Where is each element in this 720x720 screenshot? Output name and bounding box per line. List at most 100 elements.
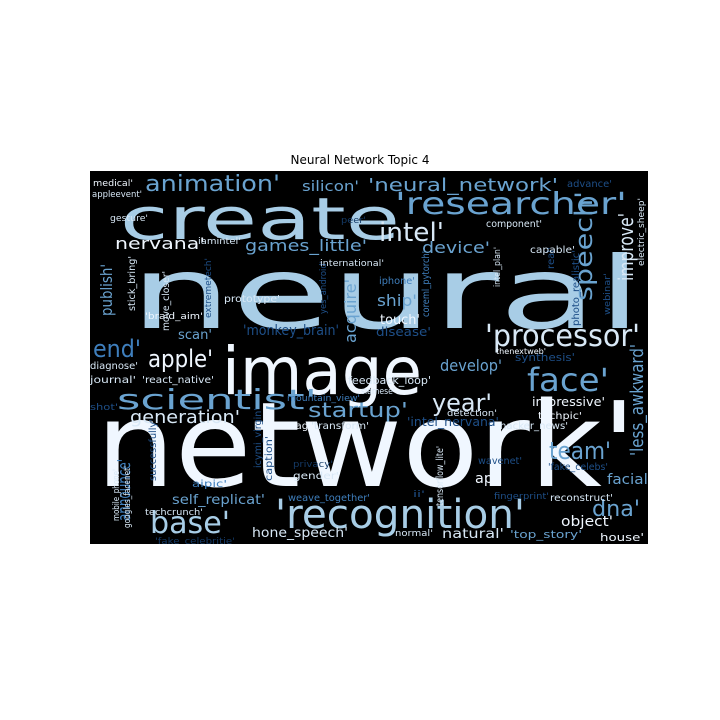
- word-65: successfully': [148, 419, 159, 481]
- word-15: startup': [308, 398, 408, 422]
- word-9: animation': [145, 172, 280, 197]
- word-60: gender': [293, 471, 339, 482]
- word-88: advance': [567, 179, 612, 190]
- word-56: normal': [395, 529, 433, 539]
- word-17: end': [93, 335, 141, 363]
- word-32: announce': [114, 459, 135, 521]
- word-25: device': [422, 238, 490, 257]
- word-71: journal': [90, 375, 136, 386]
- word-73: 'react_native': [142, 375, 214, 386]
- word-76: stick_bring': [127, 256, 138, 311]
- word-63: icymi_virgin': [253, 408, 264, 468]
- word-13: improve': [614, 213, 638, 281]
- word-66: googles_facenet': [123, 466, 133, 528]
- word-58: ii': [413, 490, 425, 500]
- word-57: tensorflow_lite': [435, 446, 446, 506]
- word-19: generation': [130, 407, 240, 428]
- word-87: electric_sheep': [637, 198, 647, 266]
- word-cloud: network' neural image create'researcher' 're…: [90, 171, 648, 544]
- word-81: iphone': [379, 276, 415, 287]
- word-38: facial': [607, 472, 648, 488]
- word-31: 'monkey_brain': [243, 323, 339, 339]
- word-30: silicon': [302, 179, 359, 195]
- word-1: neural: [130, 235, 642, 352]
- word-49: hacker_news': [500, 421, 568, 432]
- word-20: 'less_awkward': [627, 344, 648, 456]
- word-69: 'fake_celebritie': [155, 537, 235, 544]
- word-47: 'transform': [311, 421, 369, 432]
- word-75: move_closer': [161, 271, 172, 331]
- word-24: nervana': [115, 234, 205, 253]
- word-93: iamintel': [198, 237, 241, 247]
- word-23: games_little': [245, 236, 367, 256]
- word-79: yes_android': [319, 261, 329, 314]
- word-34: hone_speech': [252, 526, 348, 541]
- word-70: shot': [90, 403, 118, 413]
- word-45: synthesis': [515, 351, 575, 364]
- word-62: caption': [264, 436, 275, 481]
- word-11: intel': [379, 218, 444, 248]
- word-29: ship': [377, 291, 417, 310]
- word-54: reconstruct': [550, 493, 613, 504]
- word-92: peer': [341, 216, 366, 226]
- word-51: 'fake_celebs': [548, 462, 608, 473]
- word-44: feedback_loop': [348, 374, 431, 387]
- word-74: 'braid_aim': [145, 312, 203, 322]
- word-52: 'top_story': [510, 528, 582, 541]
- word-36: object': [561, 514, 613, 530]
- word-41: scan': [178, 328, 212, 343]
- word-16: apple': [148, 345, 213, 373]
- word-0: network': [96, 376, 636, 514]
- word-26: publish': [97, 264, 116, 316]
- word-12: speech': [570, 191, 598, 301]
- word-80: mountain_view': [287, 394, 360, 404]
- word-89: component': [486, 219, 542, 230]
- word-10: base': [150, 506, 230, 541]
- word-6: 'processor': [485, 319, 640, 354]
- word-48: techpic': [538, 411, 582, 422]
- word-97: thenextweb': [496, 347, 546, 356]
- word-86: webinar': [603, 273, 613, 315]
- word-82: coreml_pytorch': [421, 251, 432, 317]
- word-14: year': [432, 389, 492, 417]
- word-95: medical': [93, 179, 133, 189]
- chart-title: Neural Network Topic 4: [290, 153, 430, 167]
- word-94: gesture': [110, 214, 148, 224]
- word-91: international': [320, 259, 384, 269]
- word-37: api': [475, 471, 501, 487]
- word-50: wavenet': [478, 456, 522, 467]
- word-33: self_replicat': [172, 493, 265, 508]
- word-78: prototype': [224, 294, 280, 305]
- word-55: fingerprint': [494, 492, 549, 502]
- word-83: intel_plan': [493, 247, 503, 287]
- word-3: create: [120, 185, 400, 253]
- word-5: 'recognition': [275, 492, 525, 538]
- word-18: 'neural_network': [368, 175, 558, 196]
- word-40: touch': [380, 313, 420, 328]
- word-77: extremetech': [204, 258, 214, 318]
- word-59: weave_together': [288, 493, 370, 504]
- word-2: image: [222, 333, 422, 410]
- word-28: acquire': [341, 279, 360, 343]
- word-67: mobile_phone': [112, 469, 122, 521]
- word-7: face': [527, 361, 609, 399]
- word-68: techcrunch': [145, 508, 203, 518]
- word-61: privacy': [293, 460, 333, 470]
- word-53: house': [600, 531, 644, 544]
- word-46: hashtag': [267, 421, 311, 432]
- word-64: aipic': [192, 479, 227, 490]
- word-90: capable': [530, 245, 575, 256]
- word-35: natural': [442, 527, 504, 542]
- word-21: team': [549, 437, 611, 465]
- word-27: develop': [440, 356, 502, 375]
- word-99: detection': [447, 409, 497, 419]
- word-96: appleevent': [92, 190, 142, 200]
- word-85: photo_realistic': [571, 250, 582, 326]
- word-43: 'intel_nervana': [407, 415, 499, 429]
- word-98: siamese': [361, 387, 395, 397]
- word-84: real': [546, 247, 557, 269]
- word-42: disease': [376, 325, 431, 339]
- word-22: dna': [592, 497, 640, 522]
- word-8: scientist': [117, 383, 317, 416]
